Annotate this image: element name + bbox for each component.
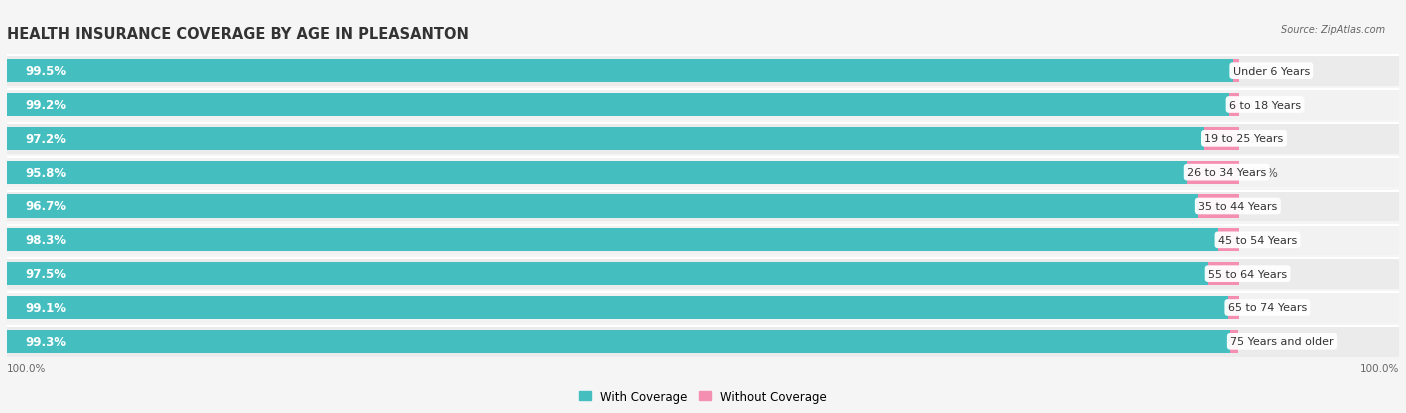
Text: 1.7%: 1.7% xyxy=(1249,234,1278,247)
Text: 96.7%: 96.7% xyxy=(25,200,66,213)
Text: 99.5%: 99.5% xyxy=(25,65,66,78)
Bar xyxy=(7,330,1230,353)
Bar xyxy=(1233,60,1239,83)
Bar xyxy=(7,161,1187,184)
Text: 0.5%: 0.5% xyxy=(1249,65,1278,78)
Bar xyxy=(1229,94,1239,117)
Bar xyxy=(1230,330,1239,353)
Bar xyxy=(7,124,1399,154)
Text: 97.2%: 97.2% xyxy=(25,133,66,145)
Bar xyxy=(7,60,1233,83)
Bar xyxy=(7,292,1399,323)
Text: 99.3%: 99.3% xyxy=(25,335,66,348)
Text: HEALTH INSURANCE COVERAGE BY AGE IN PLEASANTON: HEALTH INSURANCE COVERAGE BY AGE IN PLEA… xyxy=(7,26,470,41)
Text: 65 to 74 Years: 65 to 74 Years xyxy=(1227,303,1308,313)
Bar xyxy=(7,259,1399,289)
Bar xyxy=(1205,128,1239,150)
Text: 0.67%: 0.67% xyxy=(1249,335,1285,348)
Bar xyxy=(1198,195,1239,218)
Text: 2.5%: 2.5% xyxy=(1249,268,1278,280)
Text: 0.84%: 0.84% xyxy=(1249,99,1286,112)
Bar xyxy=(7,56,1399,87)
Bar xyxy=(7,225,1399,255)
Text: 3.3%: 3.3% xyxy=(1249,200,1278,213)
Text: 2.8%: 2.8% xyxy=(1249,133,1278,145)
Text: 100.0%: 100.0% xyxy=(7,363,46,373)
Text: Source: ZipAtlas.com: Source: ZipAtlas.com xyxy=(1281,25,1385,35)
Bar xyxy=(7,94,1229,117)
Text: Under 6 Years: Under 6 Years xyxy=(1233,66,1310,76)
Text: 75 Years and older: 75 Years and older xyxy=(1230,337,1334,347)
Bar xyxy=(7,326,1399,357)
Text: 0.88%: 0.88% xyxy=(1249,301,1285,314)
Text: 95.8%: 95.8% xyxy=(25,166,66,179)
Bar xyxy=(1187,161,1239,184)
Text: 35 to 44 Years: 35 to 44 Years xyxy=(1198,202,1278,211)
Text: 45 to 54 Years: 45 to 54 Years xyxy=(1218,235,1298,245)
Bar xyxy=(1227,296,1239,319)
Bar xyxy=(7,90,1399,121)
Text: 6 to 18 Years: 6 to 18 Years xyxy=(1229,100,1301,110)
Text: 98.3%: 98.3% xyxy=(25,234,66,247)
Bar xyxy=(1218,229,1239,252)
Bar xyxy=(7,229,1218,252)
Bar xyxy=(7,128,1205,150)
Bar xyxy=(7,195,1198,218)
Bar xyxy=(7,158,1399,188)
Legend: With Coverage, Without Coverage: With Coverage, Without Coverage xyxy=(574,385,832,408)
Text: 99.2%: 99.2% xyxy=(25,99,66,112)
Text: 99.1%: 99.1% xyxy=(25,301,66,314)
Bar xyxy=(7,296,1227,319)
Bar xyxy=(7,191,1399,222)
Text: 19 to 25 Years: 19 to 25 Years xyxy=(1205,134,1284,144)
Text: 26 to 34 Years: 26 to 34 Years xyxy=(1187,168,1267,178)
Bar xyxy=(1208,263,1239,285)
Text: 55 to 64 Years: 55 to 64 Years xyxy=(1208,269,1286,279)
Text: 100.0%: 100.0% xyxy=(1360,363,1399,373)
Bar xyxy=(7,263,1208,285)
Text: 4.2%: 4.2% xyxy=(1249,166,1278,179)
Text: 97.5%: 97.5% xyxy=(25,268,66,280)
